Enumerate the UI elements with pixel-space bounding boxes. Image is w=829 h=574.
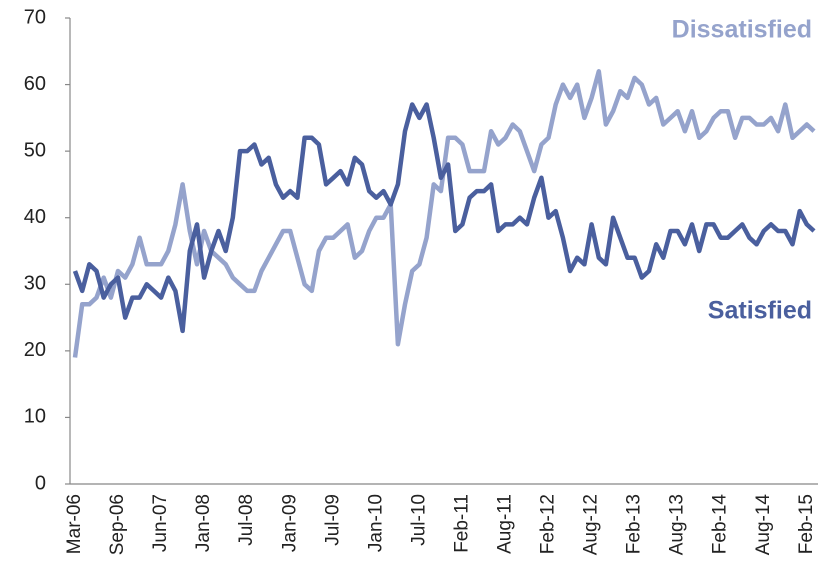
x-tick-label: Aug-13 bbox=[667, 494, 688, 555]
x-tick-label: Jul-09 bbox=[322, 494, 343, 546]
x-tick-label: Aug-12 bbox=[581, 494, 602, 555]
x-tick-label: Feb-12 bbox=[538, 494, 559, 554]
x-tick-label: Jan-08 bbox=[193, 494, 214, 552]
x-tick-label: Aug-11 bbox=[495, 494, 516, 554]
y-tick-label: 30 bbox=[24, 273, 46, 295]
x-tick-label: Jan-09 bbox=[279, 494, 300, 552]
y-tick-label: 0 bbox=[35, 472, 46, 494]
x-tick-label: Mar-06 bbox=[64, 494, 85, 554]
y-tick-label: 50 bbox=[24, 139, 46, 161]
series-label: Dissatisfied bbox=[672, 16, 812, 44]
x-tick-label: Jul-10 bbox=[408, 494, 429, 546]
x-tick-label: Jun-07 bbox=[150, 494, 171, 552]
x-tick-label: Feb-15 bbox=[796, 494, 817, 554]
y-tick-label: 40 bbox=[24, 206, 46, 228]
x-tick-label: Jul-08 bbox=[236, 494, 257, 546]
y-tick-label: 70 bbox=[24, 6, 46, 28]
x-tick-label: Jan-10 bbox=[365, 494, 386, 552]
x-tick-label: Feb-11 bbox=[451, 494, 472, 553]
y-tick-label: 60 bbox=[24, 73, 46, 95]
y-tick-label: 20 bbox=[24, 339, 46, 361]
series-line bbox=[72, 69, 816, 358]
y-tick-label: 10 bbox=[24, 406, 46, 428]
x-tick-label: Aug-14 bbox=[753, 494, 774, 556]
series-line bbox=[72, 102, 816, 334]
series-label: Satisfied bbox=[708, 297, 812, 325]
x-tick-label: Feb-13 bbox=[624, 494, 645, 554]
x-tick-label: Sep-06 bbox=[107, 494, 128, 555]
x-tick-label: Feb-14 bbox=[710, 494, 731, 555]
